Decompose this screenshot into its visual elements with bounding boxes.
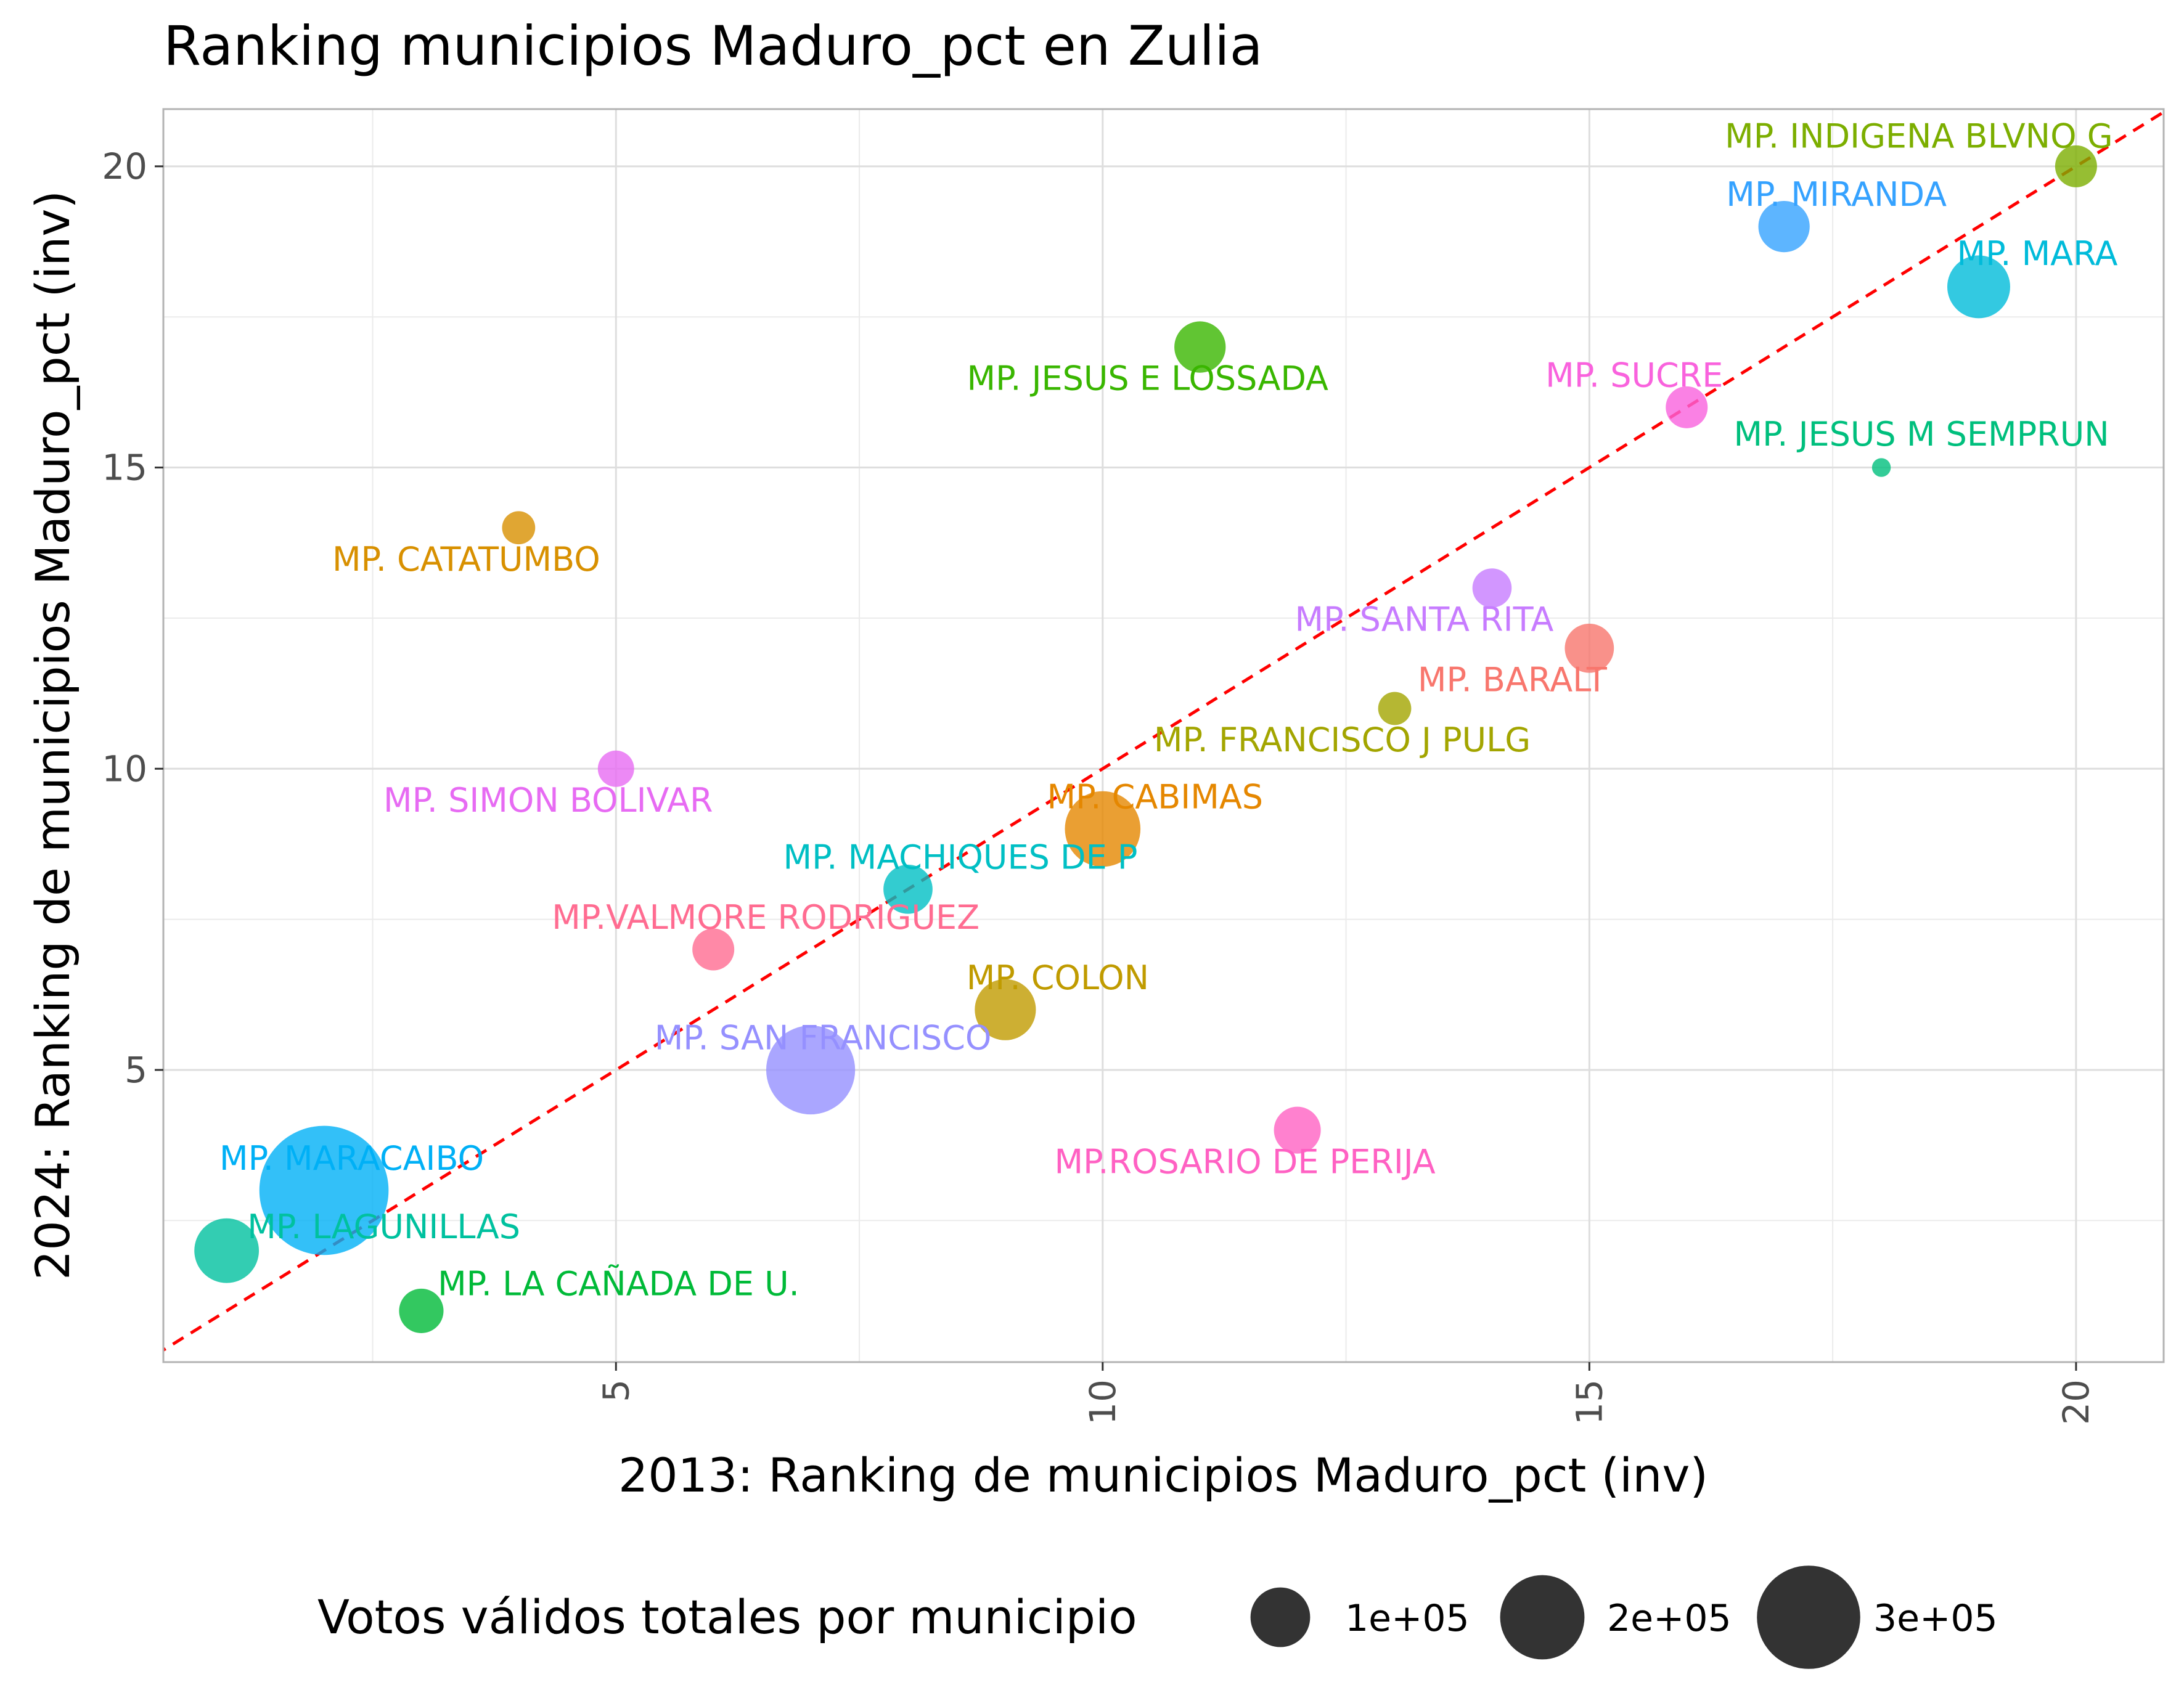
point-label: MP. LA CAÑADA DE U.: [438, 1265, 800, 1304]
data-point: [766, 1025, 856, 1115]
legend-label: 1e+05: [1345, 1597, 1470, 1640]
data-point: [1947, 255, 2010, 319]
y-tick-label: 5: [125, 1049, 147, 1091]
point-label: MP. CATATUMBO: [332, 540, 600, 579]
point-label: MP. JESUS M SEMPRUN: [1734, 415, 2109, 454]
data-point: [1564, 623, 1614, 673]
point-label: MP.ROSARIO DE PERIJA: [1055, 1142, 1436, 1181]
point-label: MP. CABIMAS: [1047, 778, 1264, 817]
point-label: MP. INDIGENA BLVNO G: [1725, 116, 2112, 155]
data-point: [399, 1288, 444, 1333]
data-point: [502, 511, 536, 545]
data-point: [1378, 692, 1412, 725]
data-point: [1871, 458, 1891, 477]
legend-key: [1757, 1565, 1860, 1669]
legend-label: 3e+05: [1873, 1597, 1998, 1640]
point-label: MP. MIRANDA: [1726, 175, 1947, 214]
data-point: [1666, 386, 1708, 428]
y-tick-label: 20: [102, 145, 147, 187]
point-label: MP. BARALT: [1418, 660, 1608, 699]
legend-title: Votos válidos totales por municipio: [317, 1590, 1137, 1644]
point-label: MP. COLON: [967, 958, 1149, 997]
x-axis-label: 2013: Ranking de municipios Maduro_pct (…: [618, 1448, 1708, 1503]
x-tick-label: 10: [1082, 1379, 1124, 1425]
x-axis-ticks: 5 10 15 20: [595, 1362, 2097, 1425]
data-point: [1758, 200, 1810, 253]
x-tick-label: 5: [595, 1379, 637, 1402]
x-tick-label: 20: [2055, 1379, 2097, 1425]
data-point: [1174, 321, 1226, 373]
data-point: [975, 979, 1036, 1040]
size-legend: Votos válidos totales por municipio 1e+0…: [317, 1565, 1998, 1669]
legend-key: [1250, 1587, 1311, 1647]
data-point: [883, 864, 933, 914]
point-labels: MP. INDIGENA BLVNO G MP. MIRANDA MP. MARA M…: [219, 116, 2117, 1303]
point-label: MP. SAN FRANCISCO: [655, 1019, 992, 1058]
data-point: [692, 928, 735, 971]
grid-major: [163, 109, 2164, 1362]
point-label: MP.VALMORE RODRIGUEZ: [552, 898, 980, 937]
legend-key: [1500, 1575, 1585, 1660]
data-point: [1065, 791, 1141, 867]
data-point: [1274, 1106, 1321, 1154]
legend-label: 2e+05: [1607, 1597, 1732, 1640]
point-label: MP. SANTA RITA: [1295, 600, 1554, 639]
data-point: [194, 1218, 260, 1283]
plot-panel-border: [162, 108, 2165, 1363]
y-axis-ticks: 5 10 15 20: [102, 145, 163, 1091]
point-label: MP. SUCRE: [1545, 356, 1723, 394]
data-point: [259, 1125, 389, 1255]
point-label: MP. FRANCISCO J PULG: [1154, 720, 1531, 759]
y-axis-label: 2024: Ranking de municipios Maduro_pct (…: [25, 190, 80, 1280]
point-label: MP. MACHIQUES DE P: [783, 838, 1138, 876]
y-tick-label: 10: [102, 748, 147, 790]
data-points: [194, 145, 2097, 1333]
data-point: [597, 750, 634, 787]
point-label: MP. SIMON BOLIVAR: [383, 781, 713, 820]
point-label: MP. MARACAIBO: [219, 1139, 484, 1178]
chart-title: Ranking municipios Maduro_pct en Zulia: [163, 14, 1263, 78]
data-point: [2055, 145, 2097, 187]
y-tick-label: 15: [102, 447, 147, 489]
point-label: MP. MARA: [1957, 234, 2118, 273]
identity-reference-line: [163, 110, 2164, 1352]
x-tick-label: 15: [1568, 1379, 1610, 1425]
point-label: MP. LAGUNILLAS: [247, 1207, 520, 1246]
data-point: [1472, 568, 1512, 608]
point-label: MP. JESUS E LOSSADA: [967, 359, 1328, 398]
